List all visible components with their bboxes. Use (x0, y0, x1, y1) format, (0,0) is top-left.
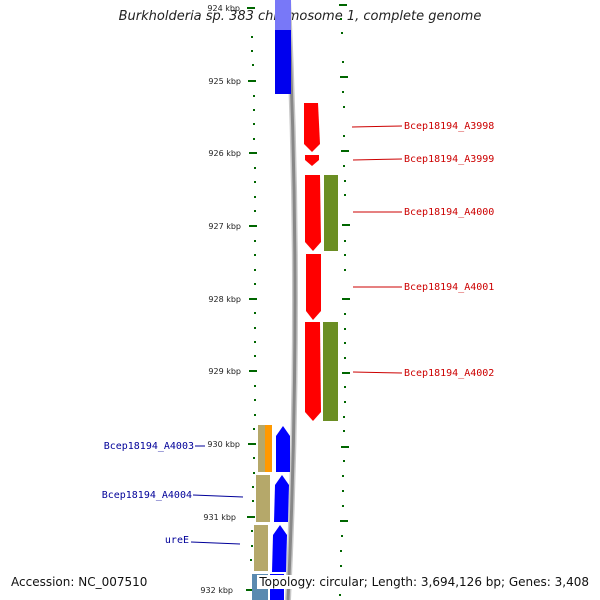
gene-label-right[interactable]: Bcep18194_A4002 (404, 368, 494, 379)
tick-label: 927 kbp (208, 222, 241, 231)
gene-label-left[interactable]: Bcep18194_A4004 (102, 490, 192, 501)
gene-label-right[interactable]: Bcep18194_A3999 (404, 154, 494, 165)
gene-bcep18194-a3998 (304, 103, 320, 152)
right-leaders (351, 125, 403, 374)
map-title: Burkholderia sp. 383 chromosome 1, compl… (118, 9, 482, 24)
gene-bcep18194-a4001 (306, 254, 321, 320)
tick-labels: 924 kbp 925 kbp 926 kbp 927 kbp 928 kbp … (200, 4, 241, 595)
khaki-block-2 (256, 475, 270, 522)
olive-genes (323, 175, 338, 421)
chromosome-backbone-core (286, 0, 297, 600)
inner-ruler (250, 36, 256, 561)
outer-major-ticks (339, 4, 350, 522)
gene-bcep18194-a4004 (274, 475, 289, 522)
gene-bcep18194-a4000 (305, 175, 321, 251)
khaki-genes (252, 425, 272, 600)
gene-bcep18194-a4002 (305, 322, 321, 421)
gene-label-left[interactable]: Bcep18194_A4003 (104, 441, 194, 452)
gene-bcep18194-a3999 (305, 155, 319, 166)
orange-block (265, 425, 272, 472)
genome-summary: Topology: circular; Length: 3,694,126 bp… (257, 575, 591, 589)
inner-major-ticks (246, 7, 257, 591)
tick-label: 932 kbp (200, 586, 233, 595)
reverse-gene-top-shade (275, 0, 291, 30)
tick-label: 928 kbp (208, 295, 241, 304)
gene-label-left[interactable]: ureE (165, 535, 189, 546)
olive-block-2 (323, 322, 338, 421)
gene-bcep18194-a4003 (276, 426, 290, 472)
olive-block-1 (324, 175, 338, 251)
left-leaders (190, 445, 244, 545)
gene-label-right[interactable]: Bcep18194_A4001 (404, 282, 494, 293)
tick-label: 929 kbp (208, 367, 241, 376)
gene-uree (272, 525, 287, 572)
tick-label: 925 kbp (208, 77, 241, 86)
khaki-block-3 (254, 525, 268, 571)
left-labels: Bcep18194_A4003 Bcep18194_A4004 ureE (102, 441, 194, 546)
gene-label-right[interactable]: Bcep18194_A3998 (404, 121, 494, 132)
forward-genes (304, 103, 321, 421)
tick-label: 930 kbp (207, 440, 240, 449)
tick-label: 924 kbp (207, 4, 240, 13)
gene-label-right[interactable]: Bcep18194_A4000 (404, 207, 494, 218)
accession-text: Accession: NC_007510 (9, 575, 150, 589)
right-labels: Bcep18194_A3998 Bcep18194_A3999 Bcep1819… (404, 121, 494, 379)
tick-label: 926 kbp (208, 149, 241, 158)
outer-ruler (339, 18, 346, 596)
tick-label: 931 kbp (203, 513, 236, 522)
